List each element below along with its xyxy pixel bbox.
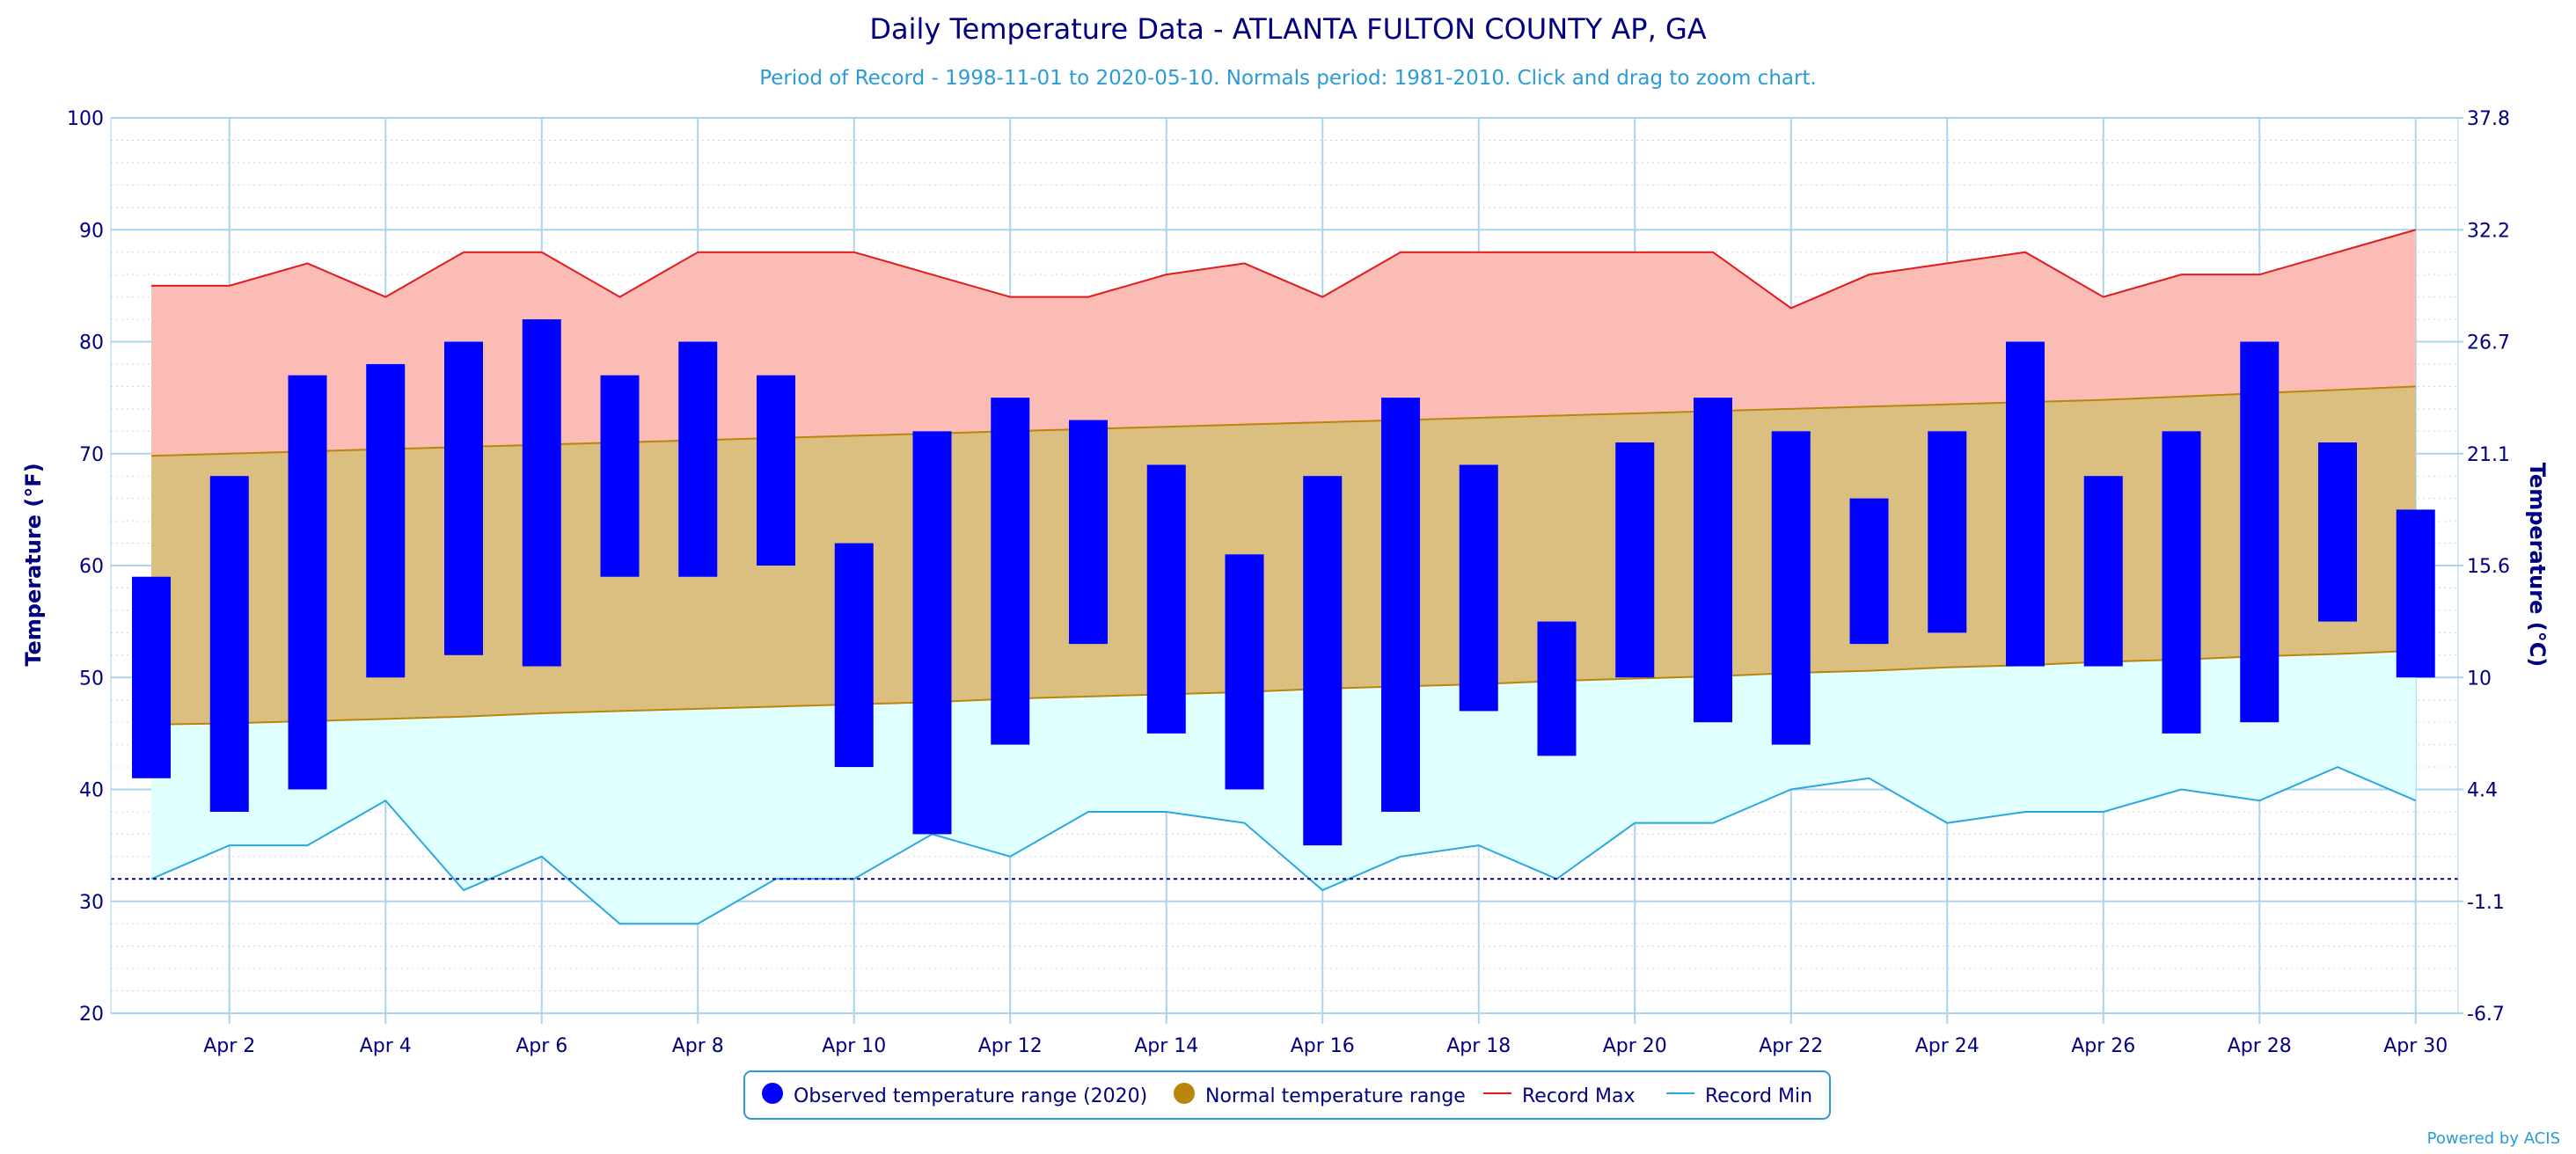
y-tick-label-left: 30 bbox=[79, 892, 104, 914]
observed-bar[interactable] bbox=[2162, 431, 2201, 734]
legend-marker[interactable] bbox=[1174, 1083, 1195, 1104]
x-tick-label: Apr 18 bbox=[1446, 1035, 1511, 1057]
y-tick-label-right: 4.4 bbox=[2467, 780, 2498, 802]
x-tick-label: Apr 20 bbox=[1603, 1035, 1667, 1057]
band-areas bbox=[151, 230, 2416, 924]
legend-box bbox=[743, 1070, 1831, 1120]
y-axis-title-right: Temperature (°C) bbox=[2525, 463, 2550, 668]
observed-bar[interactable] bbox=[132, 576, 171, 778]
x-tick-label: Apr 2 bbox=[203, 1035, 255, 1057]
x-tick-label: Apr 24 bbox=[1915, 1035, 1980, 1057]
observed-bar[interactable] bbox=[1303, 476, 1343, 846]
observed-bar[interactable] bbox=[2240, 341, 2280, 723]
x-tick-label: Apr 30 bbox=[2383, 1035, 2448, 1057]
observed-bar[interactable] bbox=[2083, 476, 2123, 667]
y-tick-label-right: 21.1 bbox=[2467, 444, 2510, 466]
record-max-area bbox=[151, 230, 2416, 456]
y-tick-label-left: 80 bbox=[79, 332, 104, 354]
observed-bar[interactable] bbox=[2318, 442, 2357, 622]
observed-bar[interactable] bbox=[1694, 398, 1732, 723]
observed-bar[interactable] bbox=[2396, 509, 2435, 678]
observed-bar[interactable] bbox=[1615, 442, 1655, 678]
observed-bars[interactable] bbox=[132, 319, 2435, 846]
axes: 20 -6.7 30 -1.1 40 4.4 50 10 60 15.6 70 21.1 80 26.7 9… bbox=[67, 108, 2510, 1057]
y-tick-label-right: 26.7 bbox=[2467, 332, 2510, 354]
legend-label[interactable]: Observed temperature range (2020) bbox=[794, 1085, 1147, 1107]
x-tick-label: Apr 22 bbox=[1759, 1035, 1823, 1057]
legend-marker[interactable] bbox=[762, 1083, 783, 1104]
observed-bar[interactable] bbox=[366, 363, 406, 678]
x-tick-label: Apr 10 bbox=[822, 1035, 886, 1057]
x-tick-label: Apr 28 bbox=[2228, 1035, 2292, 1057]
x-tick-label: Apr 4 bbox=[360, 1035, 412, 1057]
observed-bar[interactable] bbox=[1928, 431, 1967, 633]
y-axis-title-left: Temperature (°F) bbox=[21, 463, 46, 666]
observed-bar[interactable] bbox=[1459, 464, 1498, 712]
observed-bar[interactable] bbox=[209, 476, 249, 812]
normal-range-area bbox=[151, 386, 2416, 725]
record-min-area bbox=[151, 650, 2416, 924]
x-tick-label: Apr 26 bbox=[2071, 1035, 2135, 1057]
chart-title: Daily Temperature Data - ATLANTA FULTON … bbox=[869, 12, 1706, 46]
record-min-line bbox=[150, 765, 2417, 925]
observed-bar[interactable] bbox=[288, 375, 327, 790]
y-tick-label-right: 15.6 bbox=[2467, 556, 2510, 578]
observed-bar[interactable] bbox=[1771, 431, 1811, 745]
observed-bar[interactable] bbox=[678, 341, 718, 577]
legend-label[interactable]: Record Min bbox=[1705, 1085, 1812, 1107]
observed-bar[interactable] bbox=[2006, 341, 2045, 667]
legend[interactable]: Observed temperature range (2020) Normal … bbox=[743, 1070, 1831, 1120]
observed-bar[interactable] bbox=[991, 398, 1030, 745]
y-tick-label-left: 40 bbox=[79, 780, 104, 802]
x-tick-label: Apr 16 bbox=[1291, 1035, 1355, 1057]
observed-bar[interactable] bbox=[444, 341, 483, 655]
legend-label[interactable]: Normal temperature range bbox=[1205, 1085, 1466, 1107]
y-tick-label-left: 60 bbox=[79, 556, 104, 578]
observed-bar[interactable] bbox=[522, 319, 561, 667]
x-tick-label: Apr 6 bbox=[516, 1035, 567, 1057]
chart-subtitle: Period of Record - 1998-11-01 to 2020-05… bbox=[759, 67, 1817, 90]
record-max-line bbox=[151, 229, 2417, 310]
y-tick-label-left: 90 bbox=[79, 220, 104, 242]
y-tick-label-right: 10 bbox=[2467, 668, 2492, 690]
y-tick-label-right: 32.2 bbox=[2467, 220, 2510, 242]
observed-bar[interactable] bbox=[600, 375, 640, 577]
y-tick-label-left: 50 bbox=[79, 668, 104, 690]
y-tick-label-right: -1.1 bbox=[2467, 892, 2505, 914]
x-tick-label: Apr 8 bbox=[672, 1035, 724, 1057]
credits-text[interactable]: Powered by ACIS bbox=[2427, 1129, 2560, 1148]
observed-bar[interactable] bbox=[1849, 498, 1889, 645]
observed-bar[interactable] bbox=[1146, 464, 1186, 734]
observed-bar[interactable] bbox=[834, 543, 874, 768]
y-tick-label-left: 100 bbox=[67, 108, 104, 130]
x-tick-label: Apr 12 bbox=[978, 1035, 1043, 1057]
observed-bar[interactable] bbox=[1069, 420, 1108, 645]
legend-label[interactable]: Record Max bbox=[1522, 1085, 1636, 1107]
observed-bar[interactable] bbox=[1225, 554, 1264, 790]
y-tick-label-right: 37.8 bbox=[2467, 108, 2510, 130]
observed-bar[interactable] bbox=[1381, 398, 1420, 812]
y-tick-label-left: 20 bbox=[79, 1004, 104, 1026]
observed-bar[interactable] bbox=[1537, 621, 1577, 756]
x-tick-label: Apr 14 bbox=[1134, 1035, 1198, 1057]
observed-bar[interactable] bbox=[912, 431, 952, 835]
y-tick-label-left: 70 bbox=[79, 444, 104, 466]
observed-bar[interactable] bbox=[757, 375, 795, 566]
y-tick-label-right: -6.7 bbox=[2467, 1004, 2505, 1026]
